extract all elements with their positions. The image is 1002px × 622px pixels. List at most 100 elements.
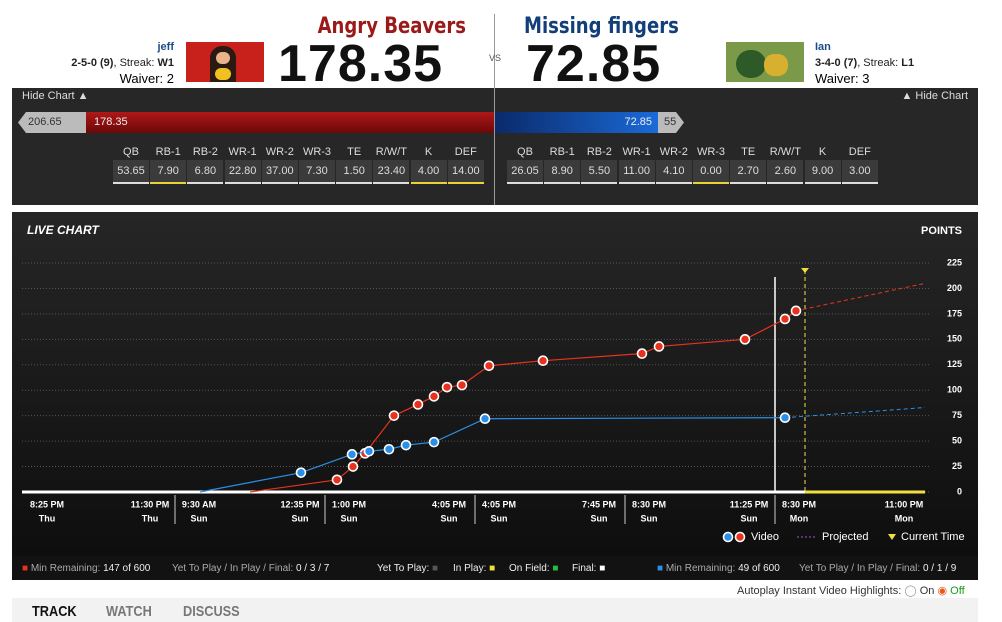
team-name: Angry Beavers	[317, 14, 466, 39]
value: 0 / 3 / 7	[295, 563, 330, 574]
video-marker	[441, 381, 453, 393]
position-score: 26.05	[507, 160, 543, 184]
x-tick-label: 12:35 PM	[280, 499, 319, 509]
tab[interactable]: TRACK	[32, 603, 77, 620]
label: Min Remaining:	[30, 563, 101, 574]
video-marker	[346, 449, 358, 460]
position-score: 2.60	[767, 160, 804, 184]
video-marker	[779, 412, 791, 424]
x-tick-label: Mon	[790, 513, 809, 523]
video-marker	[412, 399, 424, 410]
x-tick-label: Sun	[491, 513, 508, 523]
position-label: WR-2	[265, 146, 294, 158]
position-label: RB-2	[586, 146, 612, 158]
axis-label: POINTS	[921, 225, 962, 237]
label: Min Remaining:	[665, 563, 736, 574]
x-tick-label: 11:30 PM	[131, 499, 170, 509]
legend-icon	[888, 534, 896, 540]
key: In Play:	[453, 563, 487, 574]
x-tick-label: Thu	[39, 513, 56, 523]
position-label: WR-1	[622, 146, 651, 158]
position-label: RB-2	[192, 146, 218, 158]
x-tick-label: 11:00 PM	[885, 499, 924, 509]
chart-panel	[12, 212, 978, 556]
streak-label: , Streak:	[857, 57, 899, 69]
autoplay-off[interactable]: Off	[950, 585, 965, 597]
position-score: 22.80	[224, 160, 261, 184]
legend-label: Video	[751, 531, 779, 543]
position-label: K	[818, 146, 827, 158]
value: 147 of 600	[103, 563, 151, 574]
value: 49 of 600	[738, 563, 780, 574]
x-tick-label: 4:05 PM	[482, 499, 516, 509]
record: 2-5-0 (9)	[71, 57, 114, 69]
x-tick-label: 4:05 PM	[432, 499, 466, 509]
position-score: 11.00	[618, 160, 655, 184]
x-tick-label: 8:30 PM	[782, 499, 816, 509]
position-score: 5.50	[581, 160, 618, 184]
position-label: WR-3	[302, 146, 332, 158]
x-tick-label: 1:00 PM	[332, 499, 366, 509]
x-tick-label: Thu	[142, 513, 159, 523]
position-score: 6.80	[187, 160, 224, 184]
tab[interactable]: WATCH	[106, 603, 152, 620]
position-label: WR-1	[228, 146, 257, 158]
x-tick-label: 9:30 AM	[182, 499, 216, 509]
video-marker	[456, 379, 468, 391]
position-score: 8.90	[544, 160, 581, 184]
position-label: K	[424, 146, 433, 158]
y-tick-label: 25	[952, 461, 962, 471]
y-tick-label: 150	[947, 334, 962, 344]
position-score: 23.40	[373, 160, 410, 184]
hide-chart[interactable]: Hide Chart ▲	[22, 90, 89, 102]
video-marker	[636, 348, 648, 359]
position-label: TE	[347, 146, 362, 158]
waiver: Waiver: 2	[119, 71, 174, 86]
avatar	[726, 42, 804, 82]
chart: LIVE CHART POINTS 0 25 50 75 100 125 150 175 200…	[22, 223, 965, 543]
hide-chart[interactable]: ▲ Hide Chart	[901, 90, 968, 102]
y-tick-label: 75	[952, 410, 962, 420]
legend-icon	[734, 531, 746, 543]
projection	[784, 407, 926, 419]
owner[interactable]: Ian	[815, 41, 831, 53]
key: Final:	[572, 563, 597, 574]
owner[interactable]: jeff	[157, 41, 175, 53]
x-tick-label: 8:30 PM	[632, 499, 666, 509]
position-score: 7.90	[150, 160, 187, 184]
video-marker	[347, 461, 359, 472]
position-score: 53.65	[113, 160, 149, 184]
video-marker	[400, 439, 412, 451]
position-label: R/W/T	[375, 146, 407, 158]
y-tick-label: 100	[947, 385, 962, 395]
x-tick-label: Sun	[641, 513, 658, 523]
tab[interactable]: DISCUSS	[183, 603, 240, 620]
autoplay-on[interactable]: On	[919, 585, 935, 597]
x-tick-label: Sun	[591, 513, 608, 523]
record: 3-4-0 (7)	[815, 57, 858, 69]
projection	[795, 282, 926, 312]
current-time-marker	[801, 268, 809, 273]
position-score: 14.00	[447, 160, 484, 184]
series-line	[199, 417, 786, 493]
waiver: Waiver: 3	[815, 71, 870, 86]
video-marker	[428, 436, 440, 448]
x-tick-label: Sun	[741, 513, 758, 523]
video-marker	[388, 410, 400, 421]
position-label: QB	[517, 146, 533, 158]
x-tick-label: Sun	[292, 513, 309, 523]
position-score: 1.50	[336, 160, 373, 184]
score-bar	[495, 112, 658, 133]
legend-label: Current Time	[901, 531, 965, 543]
position-score: 9.00	[804, 160, 841, 184]
y-tick-label: 175	[947, 308, 962, 318]
x-tick-label: Mon	[895, 513, 914, 523]
position-score: 37.00	[261, 160, 298, 184]
legend-icon	[722, 531, 734, 543]
x-tick-label: Sun	[341, 513, 358, 523]
position-score: 4.00	[410, 160, 447, 184]
key: On Field:	[509, 563, 550, 574]
video-marker	[363, 445, 375, 457]
team-name: Missing fingers	[524, 14, 679, 39]
score-panel	[12, 88, 978, 205]
